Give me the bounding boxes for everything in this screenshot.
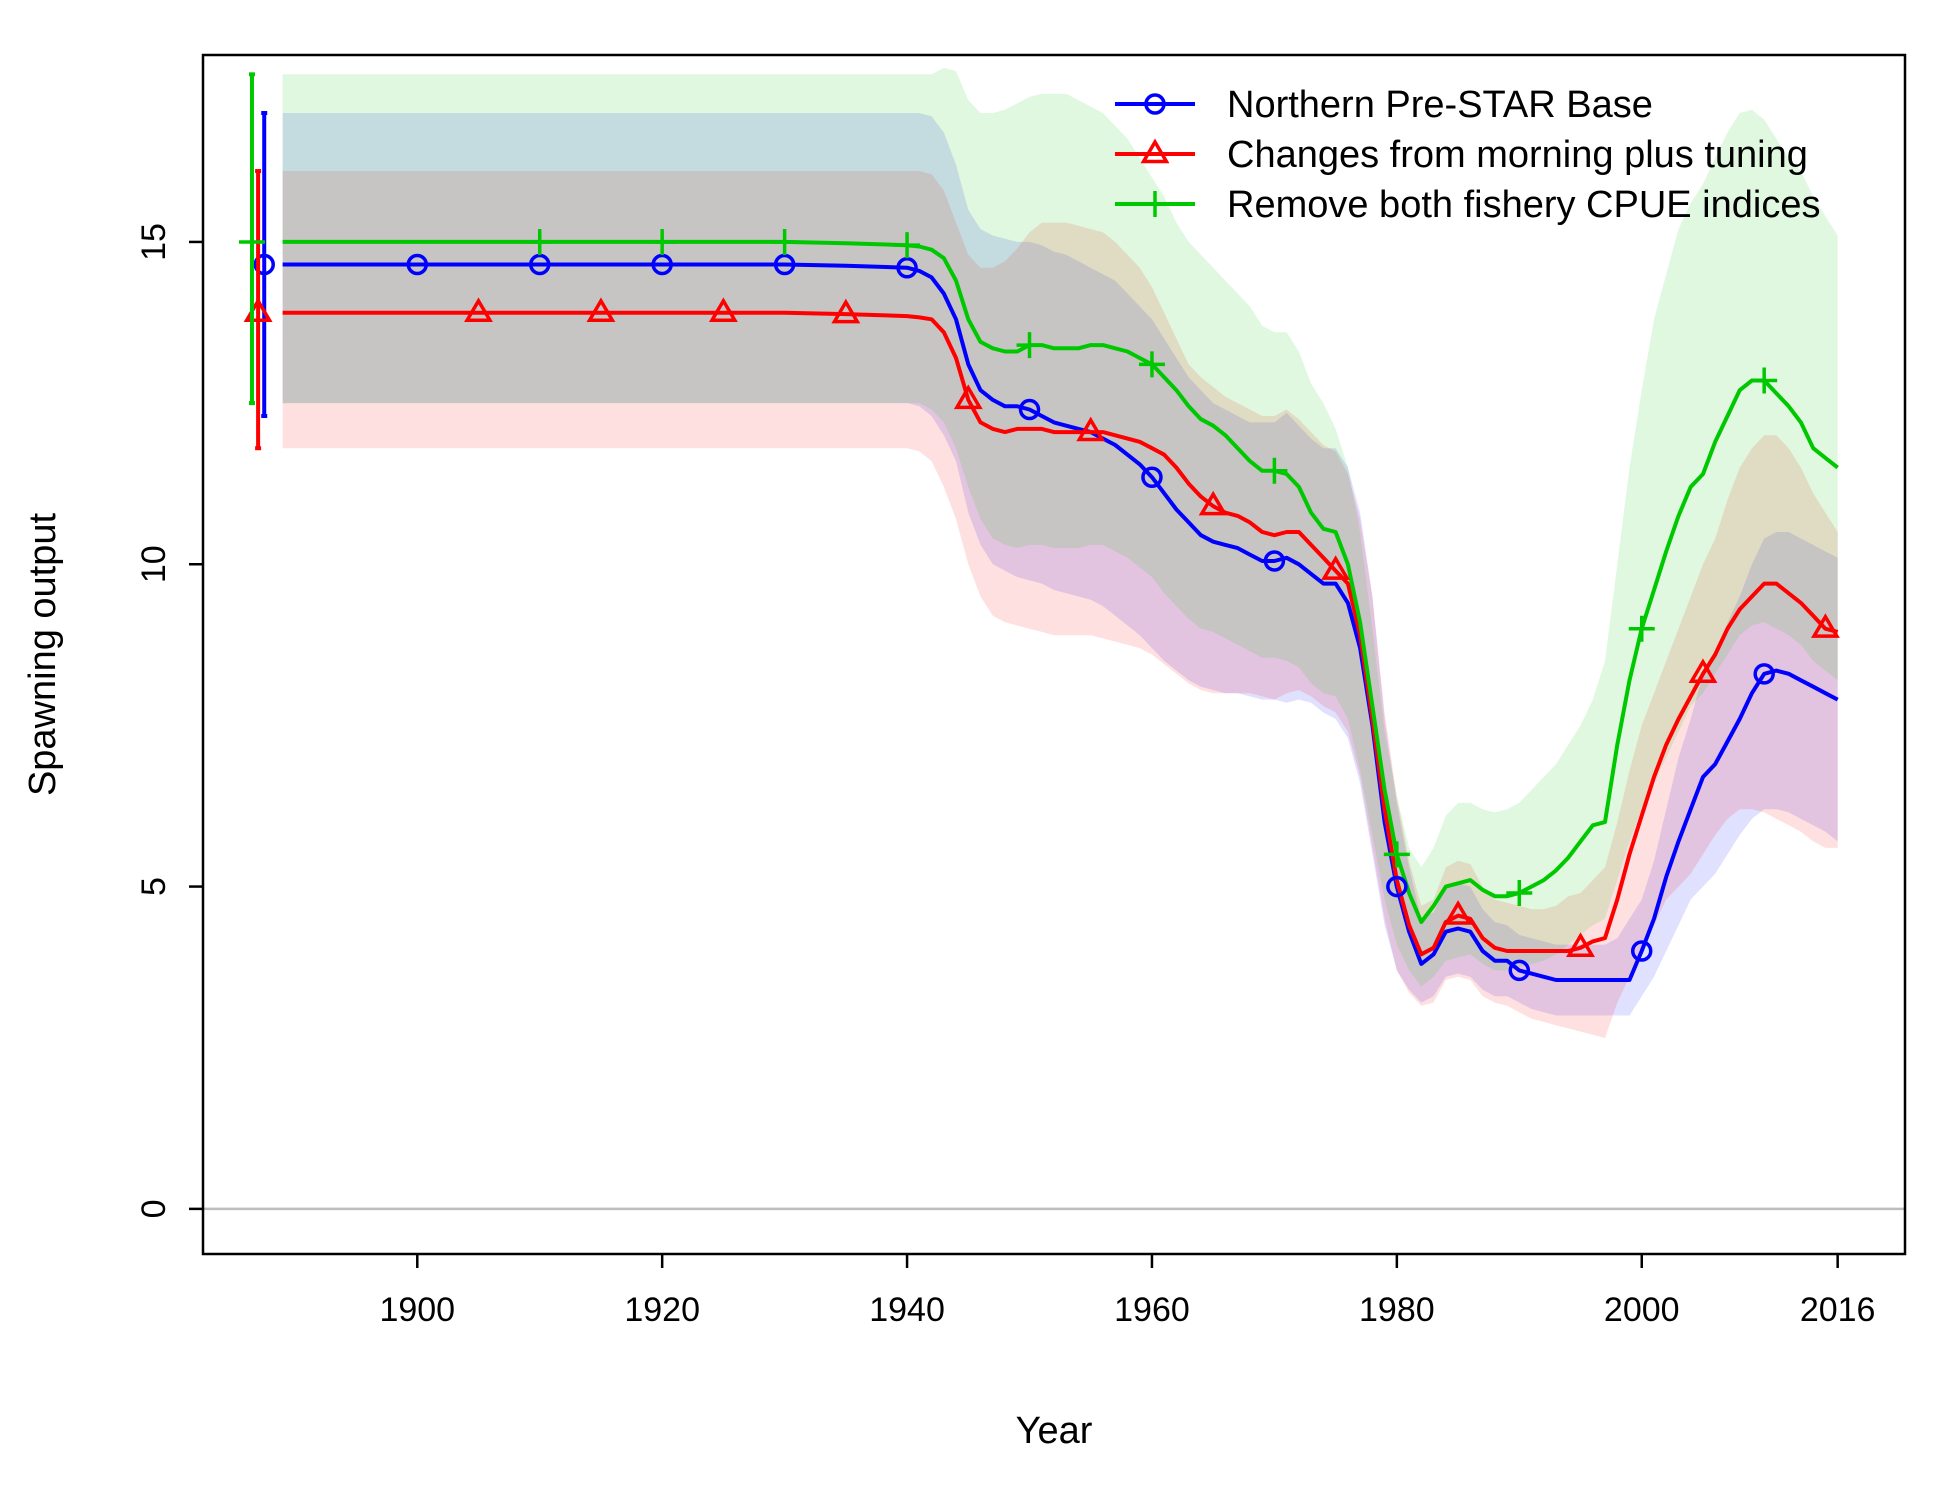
data-point-2-7 (708, 297, 738, 323)
data-point-3-20 (1016, 332, 1043, 359)
data-point-2-3 (464, 297, 493, 323)
data-point-2-9 (831, 298, 861, 324)
legend-label-2: Changes from morning plus tuning (1227, 134, 1808, 176)
legend-label-3: Remove both fishery CPUE indices (1227, 184, 1820, 226)
data-point-1-2 (406, 253, 429, 276)
data-point-1-40 (1263, 550, 1286, 572)
initial-point-1 (253, 253, 275, 276)
series-line-1 (282, 262, 1839, 982)
x-tick-label-1920: 1920 (624, 1291, 700, 1329)
legend-label-1: Northern Pre-STAR Base (1227, 84, 1653, 126)
data-point-3-40 (1261, 457, 1288, 484)
data-point-2-35 (1198, 490, 1228, 516)
x-axis-title: Year (1016, 1410, 1093, 1452)
data-point-1-70 (1630, 940, 1653, 962)
data-point-1-6 (651, 253, 673, 276)
data-point-2-55 (1443, 900, 1473, 925)
y-tick-label-10: 10 (135, 545, 173, 583)
data-point-1-20 (1018, 398, 1041, 421)
data-point-2-5 (586, 297, 616, 323)
series-markers (238, 72, 1840, 982)
data-point-2-25 (1076, 416, 1106, 442)
data-point-1-4 (528, 253, 551, 276)
data-point-3-30 (1138, 351, 1165, 378)
data-point-1-30 (1141, 466, 1163, 488)
confidence-bands (282, 67, 1838, 1039)
x-tick-label-1940: 1940 (869, 1291, 945, 1329)
confidence-band-3 (282, 67, 1838, 987)
legend-marker-2 (1140, 138, 1170, 164)
x-tick-label-1980: 1980 (1359, 1291, 1435, 1329)
data-point-3-4 (526, 228, 553, 255)
y-tick-label-5: 5 (135, 877, 173, 896)
y-axis-title: Spawning output (22, 513, 64, 797)
data-point-2-15 (953, 384, 983, 410)
initial-point-3 (238, 228, 265, 255)
data-point-1-10 (896, 256, 918, 279)
data-point-3-10 (894, 232, 921, 259)
y-tick-label-0: 0 (135, 1199, 173, 1218)
plot-frame (201, 53, 1907, 1256)
y-axis: 0 5 10 15 (135, 223, 203, 1218)
x-tick-label-2016: 2016 (1800, 1291, 1876, 1329)
data-point-2-75 (1688, 658, 1718, 684)
data-point-3-60 (1506, 880, 1533, 907)
series-line-3 (282, 239, 1839, 924)
confidence-band-2 (282, 171, 1838, 1039)
data-point-3-70 (1628, 615, 1655, 642)
data-point-3-8 (771, 228, 798, 255)
data-point-1-50 (1386, 875, 1408, 898)
series-line-2 (282, 310, 1839, 957)
data-point-1-60 (1508, 959, 1531, 982)
data-point-3-6 (649, 228, 676, 255)
y-tick-label-15: 15 (135, 223, 173, 261)
series-lines (282, 239, 1839, 982)
data-point-3-50 (1383, 841, 1410, 868)
x-axis: 1900 1920 1940 1960 1980 2000 2016 (379, 1254, 1875, 1329)
x-tick-label-2000: 2000 (1604, 1291, 1680, 1329)
data-point-3-80 (1751, 367, 1778, 394)
data-point-1-80 (1753, 663, 1775, 685)
legend-marker-1 (1144, 93, 1166, 115)
data-point-2-65 (1566, 932, 1595, 957)
data-point-1-8 (773, 253, 796, 276)
legend: Northern Pre-STAR Base Changes from morni… (1115, 84, 1820, 226)
data-point-2-85 (1810, 613, 1840, 638)
data-point-2-45 (1321, 555, 1351, 580)
legend-marker-3 (1142, 191, 1168, 217)
x-tick-label-1960: 1960 (1114, 1291, 1190, 1329)
confidence-band-1 (282, 113, 1838, 1016)
x-tick-label-1900: 1900 (379, 1291, 455, 1329)
